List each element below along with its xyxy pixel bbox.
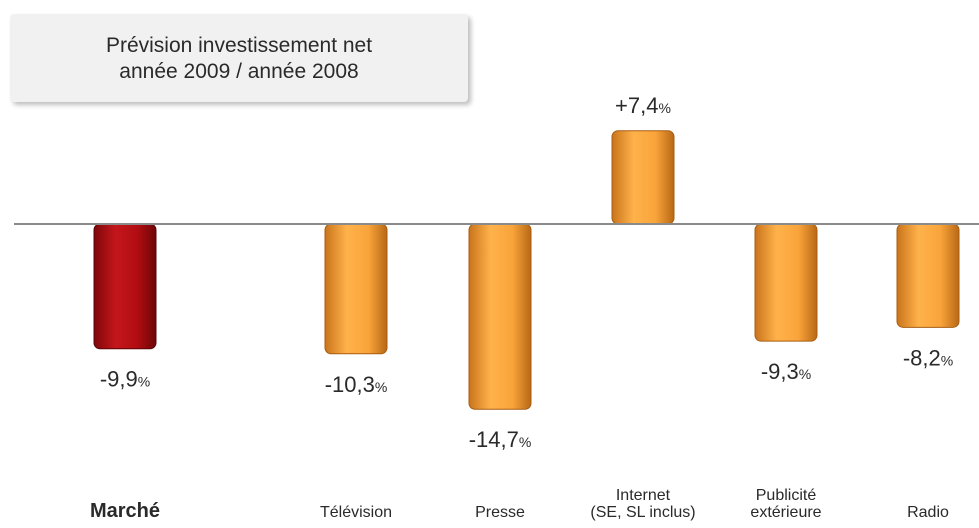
value-label-0: -9,9%: [100, 367, 150, 392]
value-label-1: -10,3%: [325, 372, 388, 397]
bar-3: [611, 130, 675, 225]
category-label-3-line-1: (SE, SL inclus): [590, 504, 695, 521]
value-label-5: -8,2%: [903, 345, 953, 370]
value-label-3: +7,4%: [615, 93, 671, 118]
bar-1: [324, 223, 388, 355]
category-label-1-line-0: Télévision: [320, 504, 392, 521]
bar-2: [468, 223, 532, 410]
chart-title-box: Prévision investissement net année 2009 …: [10, 14, 468, 102]
chart-title-line-1: Prévision investissement net: [105, 34, 373, 57]
category-label-0-line-0: Marché: [90, 500, 160, 522]
value-label-2: -14,7%: [469, 427, 532, 452]
category-label-3-line-0: Internet: [616, 487, 671, 504]
category-label-2-line-0: Presse: [475, 504, 525, 521]
category-label-4-line-1: extérieure: [750, 504, 821, 521]
category-label-5-line-0: Radio: [907, 504, 949, 521]
bar-0: [93, 223, 157, 350]
category-label-4-line-0: Publicité: [756, 487, 817, 504]
value-label-4: -9,3%: [761, 359, 811, 384]
bar-4: [754, 223, 818, 342]
chart-title-line-2: année 2009 / année 2008: [119, 60, 359, 83]
bar-5: [896, 223, 960, 328]
